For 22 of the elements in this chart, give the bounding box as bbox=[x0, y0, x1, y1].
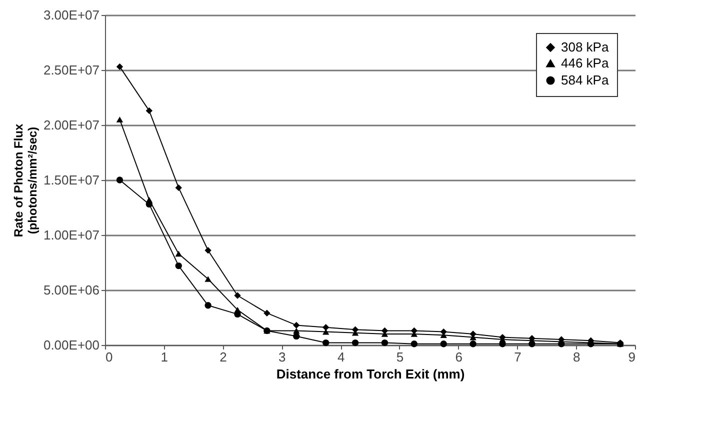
x-tick-label: 8 bbox=[572, 350, 580, 364]
x-tick-label: 2 bbox=[220, 350, 227, 364]
legend-label: 446 kPa bbox=[561, 56, 610, 70]
y-tick-label: 5.00E+06 bbox=[43, 282, 100, 298]
x-tick-label: 6 bbox=[455, 350, 462, 364]
x-axis-title: Distance from Torch Exit (mm) bbox=[276, 366, 465, 382]
y-tick-label: 2.50E+07 bbox=[43, 62, 100, 78]
x-tick-label: 9 bbox=[628, 350, 636, 364]
y-tick-label: 3.00E+07 bbox=[43, 8, 100, 22]
y-tick-label: 1.50E+07 bbox=[43, 172, 100, 188]
y-tick-label: 0.00E+00 bbox=[43, 338, 100, 352]
x-tick-label: 5 bbox=[396, 350, 404, 364]
x-tick-label: 3 bbox=[278, 350, 286, 364]
y-tick-label: 1.00E+07 bbox=[43, 228, 100, 242]
x-tick-label: 1 bbox=[160, 350, 168, 364]
legend-label: 584 kPa bbox=[561, 72, 610, 88]
y-tick-label: 2.00E+07 bbox=[43, 118, 100, 132]
legend-label: 308 kPa bbox=[561, 40, 610, 54]
x-tick-label: 4 bbox=[337, 350, 345, 364]
y-axis-title: Rate of Photon Flux (photons/mm²/sec) bbox=[11, 124, 40, 238]
x-tick-label: 0 bbox=[106, 350, 113, 364]
x-tick-label: 7 bbox=[514, 350, 522, 364]
